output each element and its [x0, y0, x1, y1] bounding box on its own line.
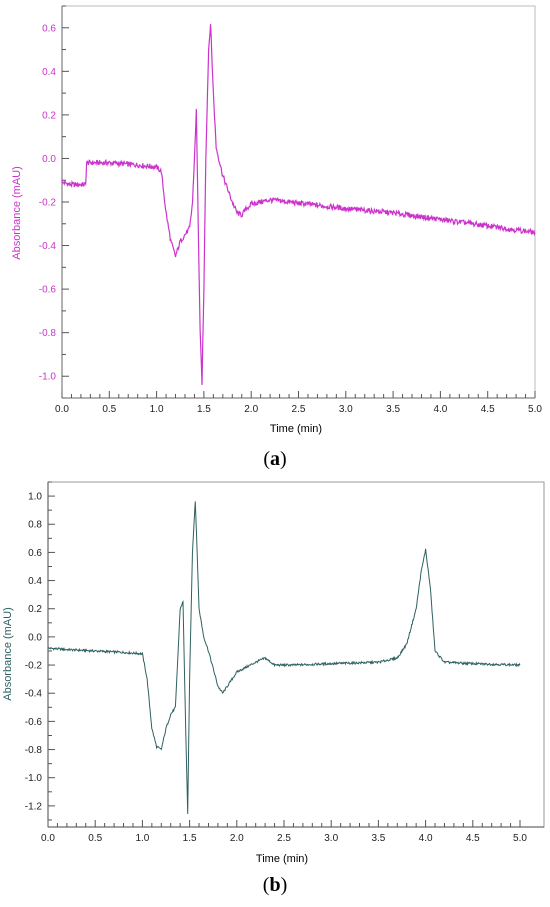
x-axis-label: Time (min): [270, 423, 322, 435]
y-tick-label: 0.2: [42, 110, 56, 121]
y-tick-label: -0.6: [25, 717, 43, 728]
y-tick-label: 0.2: [28, 604, 42, 615]
y-tick-label: 1.0: [28, 492, 42, 503]
y-tick-label: 0.6: [28, 548, 42, 559]
y-tick-label: -0.4: [39, 241, 57, 252]
x-tick-label: 4.5: [466, 833, 480, 844]
y-tick-label: -0.6: [39, 285, 57, 296]
x-tick-label: 4.0: [433, 404, 447, 415]
y-ticks: 1.0 0.8 0.6 0.4 0.2 0.0 -0.2 -0.4 -0.6 -0.8 -1.0 -1…: [25, 481, 55, 821]
y-tick-label: -1.0: [39, 372, 57, 383]
y-axis-label: Absorbance (mAU): [2, 607, 14, 701]
x-tick-label: 5.0: [513, 833, 527, 844]
chromatogram-chart-a: 0.0 0.5 1.0 1.5 2.0 2.5 3.0 3.5 4.0 4.5 5.0 0.6 0.4…: [11, 5, 542, 435]
y-tick-label: -0.2: [25, 661, 43, 672]
y-tick-label: 0.6: [42, 23, 56, 34]
x-tick-label: 1.5: [197, 404, 211, 415]
y-tick-label: -1.2: [25, 801, 43, 812]
y-tick-label: -1.0: [25, 773, 43, 784]
y-tick-label: 0.4: [42, 67, 56, 78]
x-tick-label: 2.0: [244, 404, 258, 415]
y-ticks: 0.6 0.4 0.2 0.0 -0.2 -0.4 -0.6 -0.8 -1.0: [39, 5, 69, 399]
x-ticks: 0.0 0.5 1.0 1.5 2.0 2.5 3.0 3.5 4.0 4.5 5.0: [55, 391, 542, 415]
y-tick-label: -0.2: [39, 198, 57, 209]
x-tick-label: 0.0: [55, 404, 69, 415]
x-tick-label: 2.5: [292, 404, 306, 415]
x-tick-label: 2.0: [230, 833, 244, 844]
plot-area-frame: [47, 481, 545, 828]
x-tick-label: 4.0: [419, 833, 433, 844]
x-tick-label: 1.0: [135, 833, 149, 844]
x-tick-label: 4.5: [481, 404, 495, 415]
caption-a-letter: a: [270, 448, 280, 470]
caption-b: (b): [262, 874, 288, 896]
x-tick-label: 0.5: [88, 833, 102, 844]
x-tick-label: 5.0: [528, 404, 542, 415]
x-tick-label: 2.5: [277, 833, 291, 844]
x-ticks: 0.0 0.5 1.0 1.5 2.0 2.5 3.0 3.5 4.0 4.5 5.0: [41, 820, 527, 844]
x-tick-label: 0.0: [41, 833, 55, 844]
series-line: [61, 24, 536, 385]
x-tick-label: 3.5: [386, 404, 400, 415]
y-tick-label: -0.8: [39, 328, 57, 339]
y-tick-label: -0.8: [25, 745, 43, 756]
x-tick-label: 3.5: [371, 833, 385, 844]
caption-b-letter: b: [269, 874, 281, 896]
x-axis-label: Time (min): [256, 853, 308, 865]
y-tick-label: 0.0: [42, 154, 56, 165]
series-line: [47, 501, 521, 814]
y-axis-label: Absorbance (mAU): [11, 166, 23, 260]
x-tick-label: 3.0: [324, 833, 338, 844]
y-tick-label: 0.8: [28, 520, 42, 531]
y-tick-label: 0.4: [28, 576, 42, 587]
x-tick-label: 3.0: [339, 404, 353, 415]
x-tick-label: 0.5: [102, 404, 116, 415]
x-tick-label: 1.0: [150, 404, 164, 415]
chromatogram-chart-b: 0.0 0.5 1.0 1.5 2.0 2.5 3.0 3.5 4.0 4.5 5.0 1.0 0.8…: [2, 481, 545, 865]
x-tick-label: 1.5: [183, 833, 197, 844]
caption-a: (a): [263, 448, 287, 470]
y-tick-label: -0.4: [25, 689, 43, 700]
y-tick-label: 0.0: [28, 632, 42, 643]
